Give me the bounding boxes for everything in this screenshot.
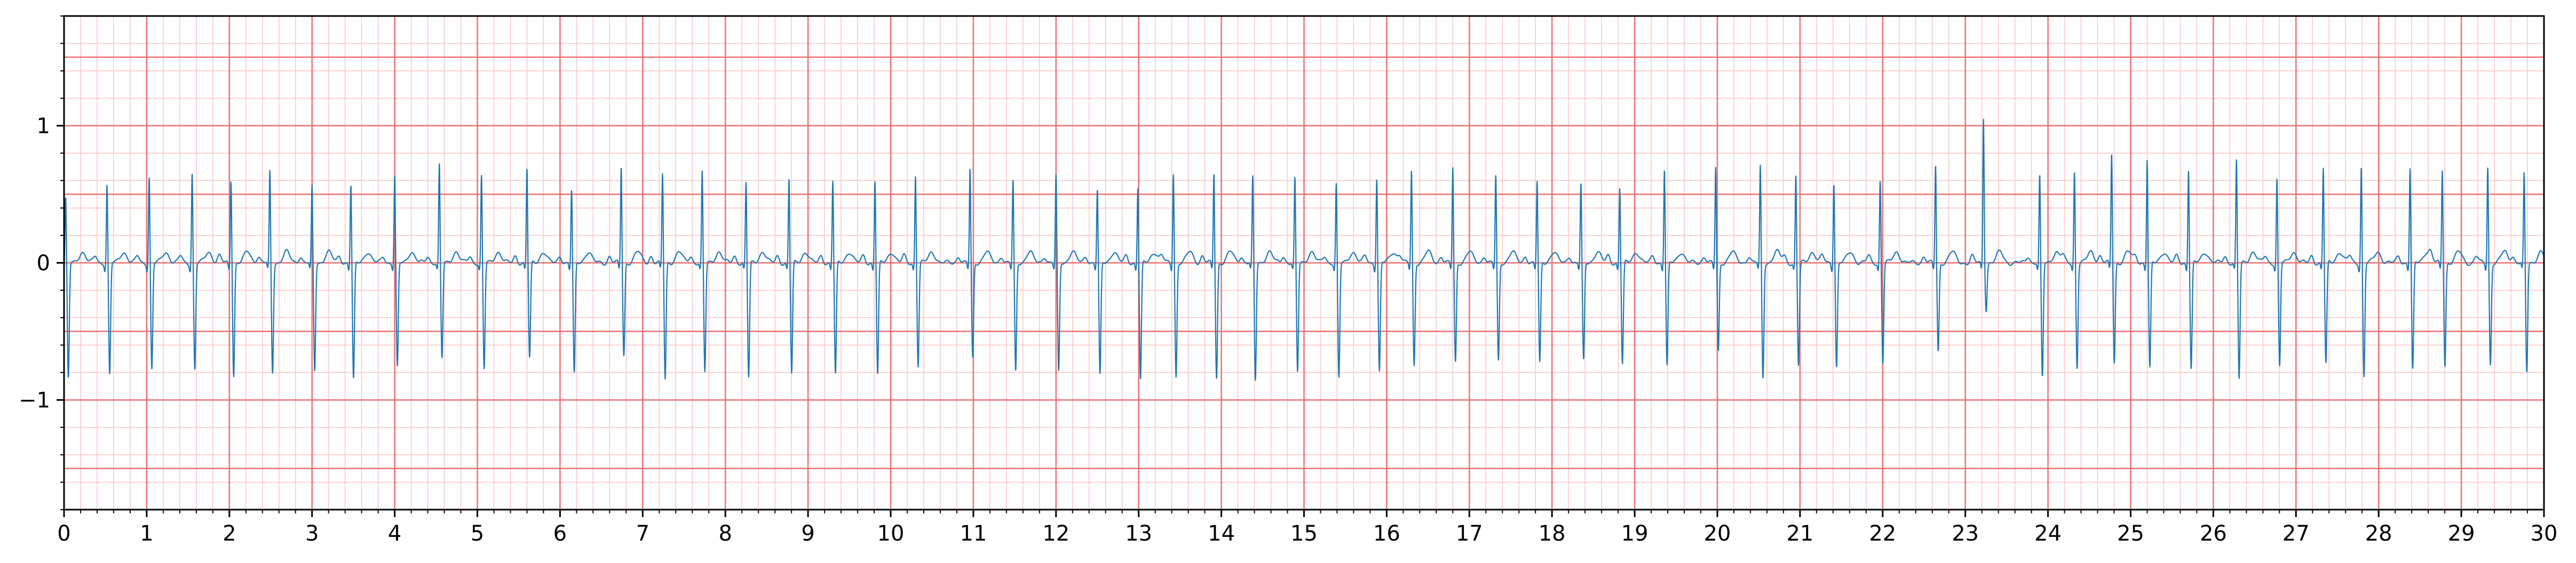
x-tick-label: 12 <box>1042 521 1069 546</box>
x-tick-label: 11 <box>960 521 987 546</box>
r-peak-point <box>1935 163 1937 165</box>
r-peak-point <box>701 170 703 172</box>
r-peak-point <box>2111 150 2113 153</box>
x-tick-label: 9 <box>801 521 814 546</box>
r-peak-point <box>1055 174 1057 176</box>
x-tick-label: 14 <box>1208 521 1235 546</box>
r-peak-point <box>2487 164 2489 166</box>
x-tick-label: 30 <box>2531 521 2558 546</box>
r-peak-point <box>1294 177 1296 179</box>
r-peak-point <box>2073 169 2075 171</box>
r-peak-point <box>914 172 916 175</box>
r-peak-point <box>874 178 876 180</box>
x-tick-label: 28 <box>2365 521 2392 546</box>
x-tick-label: 25 <box>2117 521 2144 546</box>
r-peak-point <box>1619 185 1621 187</box>
r-peak-point <box>1335 182 1337 184</box>
r-peak-point <box>1580 182 1582 184</box>
x-tick-label: 5 <box>471 521 484 546</box>
x-tick-label: 15 <box>1290 521 1318 546</box>
r-peak-point <box>1012 178 1014 180</box>
r-peak-point <box>230 177 232 179</box>
r-peak-point <box>2146 157 2148 160</box>
x-tick-label: 10 <box>877 521 905 546</box>
r-peak-point <box>526 166 528 168</box>
r-peak-point <box>620 164 622 166</box>
r-peak-point <box>1251 176 1254 178</box>
r-peak-point <box>1536 179 1538 181</box>
r-peak-point <box>480 174 482 176</box>
r-peak-point <box>1879 178 1881 180</box>
x-tick-label: 3 <box>305 521 319 546</box>
r-peak-point <box>1096 188 1098 190</box>
x-tick-label: 18 <box>1539 521 1566 546</box>
r-peak-point <box>2360 164 2363 166</box>
r-peak-point <box>1833 179 1835 181</box>
x-tick-label: 13 <box>1125 521 1152 546</box>
x-tick-label: 22 <box>1869 521 1896 546</box>
r-peak-point <box>570 188 573 190</box>
r-peak-point <box>1137 185 1139 187</box>
r-peak-point <box>2409 166 2411 168</box>
x-tick-label: 4 <box>388 521 401 546</box>
x-tick-label: 7 <box>636 521 649 546</box>
r-peak-point <box>1495 174 1497 176</box>
major-grid <box>63 16 2545 510</box>
x-tick-label: 21 <box>1786 521 1813 546</box>
x-tick-label: 1 <box>140 521 153 546</box>
x-tick-label: 23 <box>1952 521 1979 546</box>
x-tick-label: 19 <box>1621 521 1648 546</box>
signal-layer <box>63 116 2545 381</box>
y-tick-label: −1 <box>19 388 50 413</box>
r-peak-point <box>1759 164 1762 166</box>
y-axis: 1 0 −1 <box>19 15 64 510</box>
r-peak-point <box>1376 176 1378 178</box>
r-peak-point <box>2276 177 2278 179</box>
r-peak-point <box>2322 166 2324 168</box>
x-tick-label: 0 <box>57 521 70 546</box>
x-tick-label: 17 <box>1456 521 1483 546</box>
y-tick-label: 1 <box>37 114 50 139</box>
ecg-trace <box>63 118 2545 381</box>
x-tick-label: 2 <box>223 521 236 546</box>
r-peak-point <box>2187 166 2190 168</box>
x-axis: 0 1 2 3 4 5 6 7 8 9 10 11 12 13 14 15 16 17 18 19 20 21 22 23 24… <box>57 510 2557 546</box>
x-tick-label: 29 <box>2448 521 2475 546</box>
r-peak-point <box>969 167 971 169</box>
x-tick-label: 6 <box>553 521 567 546</box>
r-peak-point <box>1213 170 1215 172</box>
r-peak-point <box>65 196 67 198</box>
r-peak-point <box>788 177 790 179</box>
r-peak-point <box>1663 167 1666 169</box>
x-tick-label: 26 <box>2200 521 2227 546</box>
x-tick-label: 27 <box>2282 521 2310 546</box>
r-peak-point <box>106 182 108 184</box>
r-peak-point <box>311 185 313 187</box>
y-tick-label: 0 <box>37 251 50 276</box>
r-peak-point <box>394 174 396 176</box>
r-peak-point <box>1715 166 1717 168</box>
x-tick-label: 20 <box>1704 521 1731 546</box>
r-peak-point <box>1172 170 1175 172</box>
x-tick-label: 8 <box>718 521 732 546</box>
r-peak-point <box>1410 169 1413 171</box>
r-peak-point <box>191 170 193 172</box>
r-peak-point <box>148 174 150 176</box>
r-peak-point <box>745 181 747 183</box>
r-peak-point <box>2039 174 2041 176</box>
r-peak-point <box>269 170 271 172</box>
x-tick-label: 16 <box>1373 521 1400 546</box>
r-peak-point <box>350 182 352 184</box>
r-peak-point <box>2523 172 2525 175</box>
r-peak-point <box>661 171 663 173</box>
x-tick-label: 24 <box>2034 521 2062 546</box>
r-peak-point <box>438 163 440 165</box>
r-peak-point <box>2441 167 2443 169</box>
r-peak-point <box>1452 166 1454 168</box>
r-peak-point <box>2236 159 2238 161</box>
r-peak-point <box>1795 174 1797 176</box>
r-peak-point <box>832 178 834 180</box>
r-peak-point <box>1983 116 1985 118</box>
